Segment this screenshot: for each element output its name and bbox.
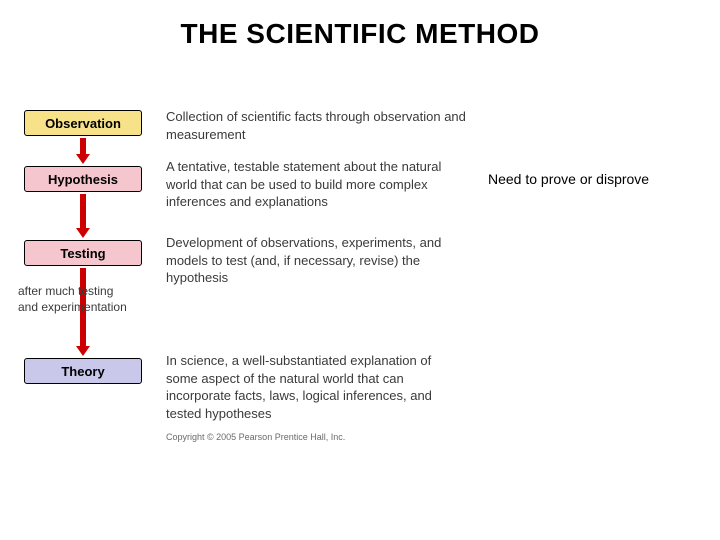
step-label: Testing	[60, 246, 105, 261]
page-title: THE SCIENTIFIC METHOD	[0, 18, 720, 50]
arrow-head-icon	[76, 346, 90, 356]
step-description: Development of observations, experiments…	[166, 234, 466, 287]
arrow-shaft	[80, 138, 86, 154]
arrow-icon	[76, 138, 90, 164]
step-box-hypothesis: Hypothesis	[24, 166, 142, 192]
step-label: Hypothesis	[48, 172, 118, 187]
copyright-text: Copyright © 2005 Pearson Prentice Hall, …	[166, 432, 345, 442]
step-label: Theory	[61, 364, 104, 379]
side-note: after much testing and experimentation	[18, 284, 128, 315]
arrow-shaft	[80, 194, 86, 228]
step-description: Collection of scientific facts through o…	[166, 108, 466, 143]
step-box-theory: Theory	[24, 358, 142, 384]
step-label: Observation	[45, 116, 121, 131]
step-box-observation: Observation	[24, 110, 142, 136]
arrow-icon	[76, 194, 90, 238]
arrow-head-icon	[76, 228, 90, 238]
step-description: A tentative, testable statement about th…	[166, 158, 466, 211]
annotation-note: Need to prove or disprove	[488, 170, 649, 188]
step-description: In science, a well-substantiated explana…	[166, 352, 466, 422]
arrow-head-icon	[76, 154, 90, 164]
step-box-testing: Testing	[24, 240, 142, 266]
